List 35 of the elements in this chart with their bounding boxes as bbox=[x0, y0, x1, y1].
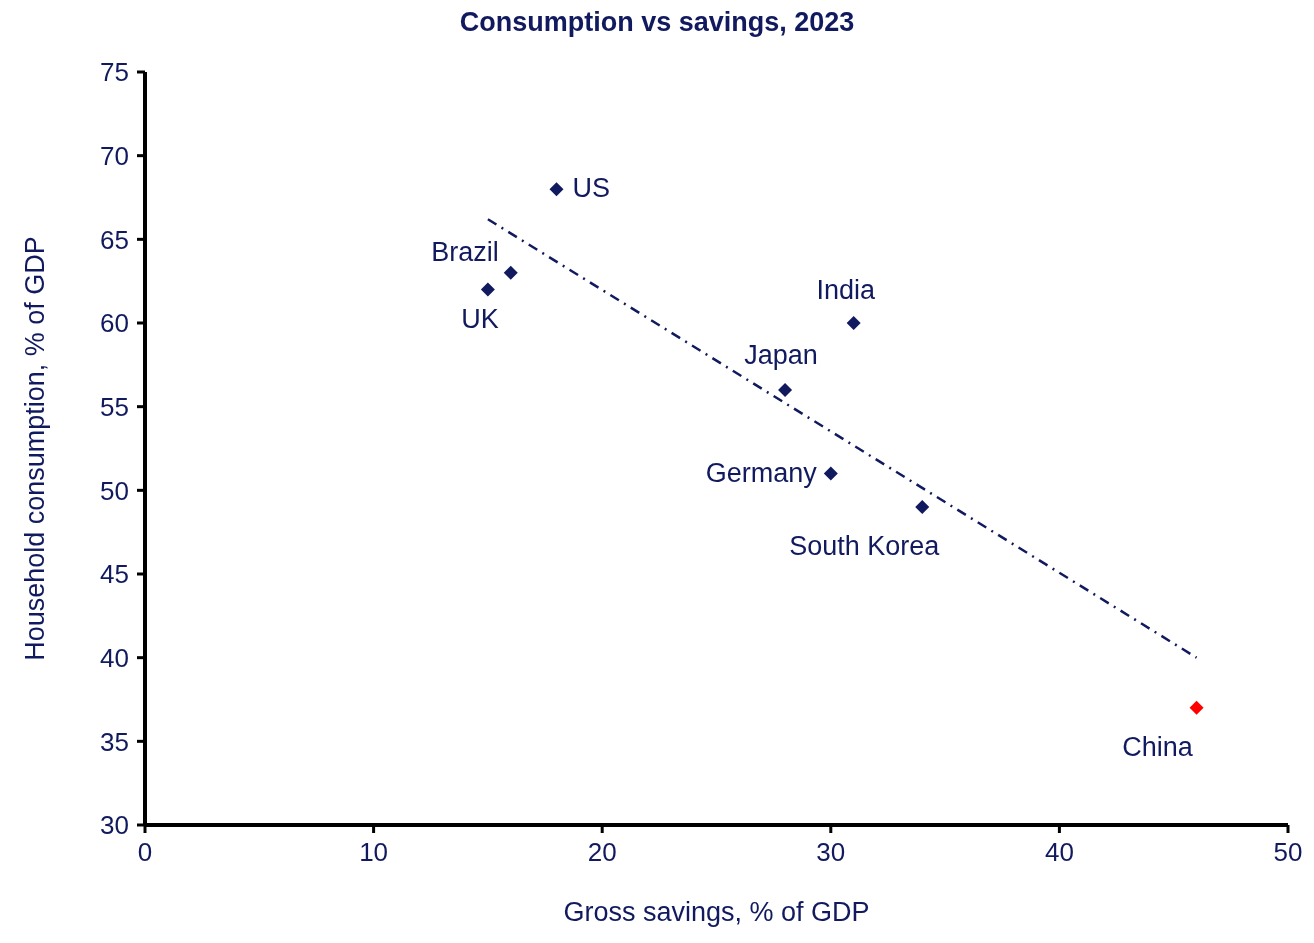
annotation: India bbox=[816, 275, 876, 305]
annotation: Japan bbox=[744, 339, 818, 370]
x-tick-label: 10 bbox=[359, 837, 389, 868]
y-tick-label: 40 bbox=[100, 642, 129, 673]
y-tick-label: 70 bbox=[100, 140, 129, 171]
x-tick-label: 20 bbox=[587, 837, 617, 868]
x-tick-label: 30 bbox=[816, 837, 846, 868]
point bbox=[1189, 700, 1204, 715]
y-tick-label: 45 bbox=[100, 559, 129, 590]
y-tick-label: 30 bbox=[100, 810, 129, 841]
x-axis-title: Gross savings, % of GDP bbox=[563, 897, 870, 927]
point bbox=[823, 466, 838, 481]
annotation: South Korea bbox=[789, 531, 941, 562]
y-tick-label: 50 bbox=[100, 475, 129, 506]
y-tick-label: 60 bbox=[100, 308, 129, 339]
point bbox=[503, 265, 518, 280]
chart-title: Consumption vs savings, 2023 bbox=[458, 7, 856, 39]
annotation: Germany bbox=[705, 457, 818, 488]
y-tick-label: 65 bbox=[100, 224, 129, 255]
y-tick-label: 55 bbox=[100, 391, 129, 422]
annotation: Brazil bbox=[431, 236, 499, 267]
annotation: US bbox=[572, 173, 610, 204]
point bbox=[480, 282, 495, 297]
y-tick-label: 35 bbox=[100, 726, 129, 757]
y-tick-label: 75 bbox=[100, 57, 129, 88]
point bbox=[549, 182, 564, 197]
x-tick-label: 0 bbox=[137, 837, 153, 868]
annotation: China bbox=[1122, 731, 1194, 762]
point bbox=[846, 316, 861, 330]
y-axis-title: Household consumption, % of GDP bbox=[20, 236, 50, 661]
annotation: UK bbox=[461, 303, 499, 334]
point bbox=[915, 500, 930, 515]
x-tick-label: 40 bbox=[1044, 837, 1074, 868]
point bbox=[778, 382, 793, 397]
x-tick-label: 50 bbox=[1273, 837, 1303, 868]
